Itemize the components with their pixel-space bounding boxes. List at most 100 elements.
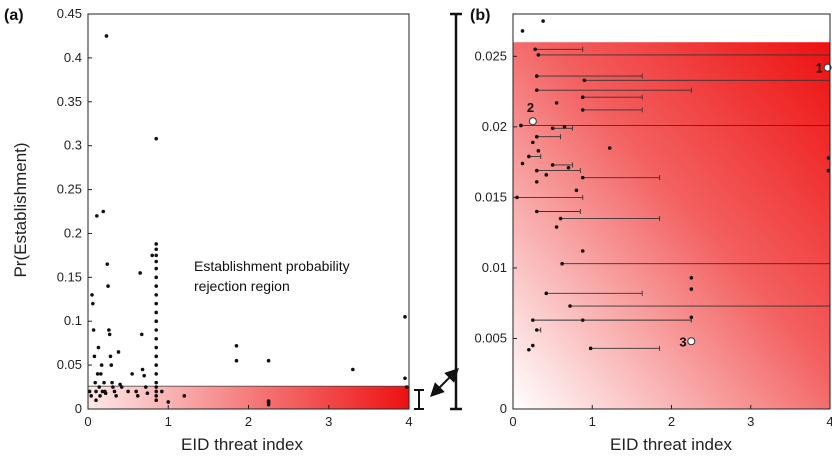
- data-point: [351, 367, 355, 372]
- x-tick-label-a: 2: [245, 414, 252, 429]
- points-b: [520, 19, 831, 352]
- data-point: [134, 389, 138, 394]
- panel-a: 0 1 2 3 4 0 0.05 0.1 0.15 0.2 0.25 0.3 0.35 0.4 0.45 (…: [4, 6, 413, 454]
- y-tick-label-b: 0: [500, 401, 507, 416]
- data-point: [142, 373, 146, 378]
- ticks-a: 0 1 2 3 4 0 0.05 0.1 0.15 0.2 0.25 0.3 0.35 0.4 0.45: [57, 6, 413, 429]
- panel-b: 1 2 3 0 1 2 3 4 0 0.005 0.01 0.015 0.02 0.025 (b) EI…: [470, 7, 832, 454]
- data-point: [93, 380, 98, 385]
- data-point: [531, 318, 535, 322]
- data-point: [266, 402, 271, 407]
- data-point: [143, 385, 148, 389]
- y-tick-label-a: 0.25: [57, 182, 82, 197]
- x-tick-label-b: 2: [668, 414, 675, 429]
- data-point: [126, 389, 130, 394]
- data-point: [160, 389, 164, 394]
- data-point: [89, 394, 94, 398]
- data-point: [534, 74, 539, 78]
- data-point: [154, 385, 159, 389]
- data-point: [154, 363, 159, 367]
- data-point: [580, 108, 585, 112]
- data-point: [135, 394, 140, 398]
- data-point: [689, 315, 694, 320]
- data-point: [154, 336, 159, 341]
- data-point: [544, 173, 549, 177]
- data-point: [154, 253, 159, 258]
- data-point: [689, 287, 694, 291]
- highlighted-point-label: 2: [527, 100, 534, 115]
- data-point: [554, 101, 559, 105]
- y-tick-label-b: 0.01: [482, 260, 507, 275]
- data-point: [104, 34, 109, 38]
- data-point: [266, 358, 271, 363]
- data-point: [154, 394, 159, 398]
- data-point: [588, 346, 593, 351]
- x-axis-label-b: EID threat index: [610, 435, 732, 454]
- small-bracket: [414, 389, 424, 410]
- data-point: [536, 149, 541, 153]
- data-point: [403, 376, 407, 381]
- data-point: [139, 332, 144, 337]
- data-point: [566, 165, 571, 170]
- data-point: [166, 400, 171, 404]
- data-point: [87, 389, 92, 394]
- data-point: [119, 385, 124, 389]
- rejection-region-b: [513, 42, 830, 409]
- data-point: [403, 315, 407, 319]
- data-point: [154, 389, 159, 394]
- y-tick-label-b: 0.015: [474, 189, 507, 204]
- data-point: [95, 214, 99, 218]
- data-point: [116, 350, 121, 354]
- data-point: [154, 242, 159, 246]
- data-point: [182, 394, 187, 398]
- data-point: [154, 380, 159, 385]
- x-tick-label-b: 1: [589, 414, 596, 429]
- data-point: [534, 88, 539, 92]
- data-point: [105, 262, 110, 266]
- x-tick-label-b: 0: [509, 414, 516, 429]
- y-tick-label-a: 0.4: [64, 50, 82, 65]
- highlighted-point: [823, 63, 832, 72]
- data-point: [102, 380, 106, 385]
- annotation-line-1: Establishment probability: [194, 258, 350, 274]
- x-tick-label-b: 3: [747, 414, 754, 429]
- data-point: [534, 168, 539, 173]
- large-bracket: [450, 12, 462, 411]
- panel-label-b: (b): [470, 7, 490, 24]
- data-point: [534, 180, 539, 184]
- data-point: [150, 253, 154, 258]
- data-point: [97, 385, 102, 389]
- data-point: [534, 209, 539, 214]
- data-point: [154, 259, 159, 264]
- data-point: [154, 136, 159, 141]
- data-point: [101, 209, 106, 214]
- y-axis-label-a: Pr(Establishment): [11, 142, 30, 277]
- data-point: [534, 328, 539, 332]
- highlighted-point: [687, 337, 696, 346]
- data-point: [154, 372, 159, 376]
- data-point: [568, 304, 572, 308]
- highlighted-points: 1 2 3: [527, 61, 832, 349]
- y-tick-label-b: 0.005: [474, 330, 507, 345]
- x-tick-label-a: 4: [405, 414, 412, 429]
- data-point: [154, 319, 159, 324]
- data-point: [154, 354, 159, 359]
- data-point: [607, 146, 612, 150]
- y-tick-label-a: 0.1: [64, 313, 82, 328]
- data-point: [574, 188, 579, 193]
- data-point: [580, 318, 585, 322]
- data-point: [154, 247, 159, 252]
- y-tick-label-b: 0.025: [474, 48, 507, 63]
- plot-frame-a: [87, 13, 410, 410]
- data-point: [536, 53, 541, 57]
- data-point: [107, 328, 111, 332]
- data-point: [826, 156, 831, 160]
- data-point: [91, 301, 95, 306]
- data-point: [108, 354, 113, 359]
- data-point: [111, 385, 115, 389]
- data-point: [154, 266, 159, 271]
- data-point: [531, 343, 535, 348]
- data-point: [107, 332, 112, 337]
- y-tick-label-b: 0.02: [482, 119, 507, 134]
